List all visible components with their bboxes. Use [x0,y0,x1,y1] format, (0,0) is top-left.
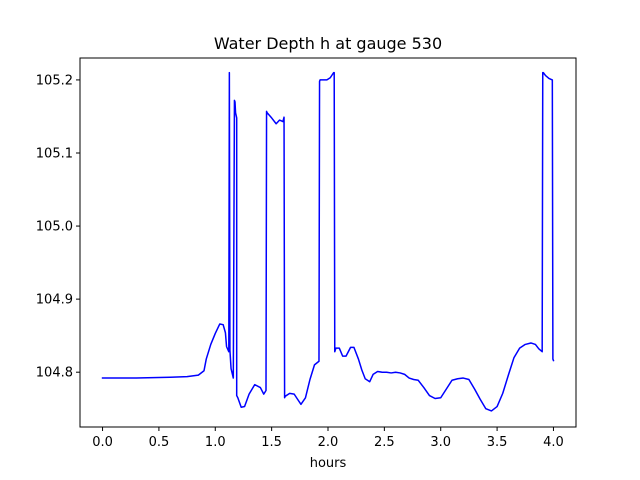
y-tick-label-4: 105.2 [36,73,73,88]
x-tick-label-6: 3.0 [430,435,451,450]
chart-title: Water Depth h at gauge 530 [214,34,442,53]
x-tick-label-1: 0.5 [149,435,170,450]
x-tick-label-5: 2.5 [374,435,395,450]
y-tick-label-2: 105.0 [36,220,73,235]
x-axis-label: hours [310,456,347,471]
x-tick-label-2: 1.0 [205,435,226,450]
y-tick-label-0: 104.8 [36,366,73,381]
x-tick-label-4: 2.0 [318,435,339,450]
plot-area: 0.0 0.5 1.0 1.5 2.0 2.5 3.0 3.5 4.0 104.8 104.9 105… [36,57,577,450]
y-tick-label-1: 104.9 [36,293,73,308]
x-tick-label-7: 3.5 [487,435,508,450]
x-tick-label-3: 1.5 [261,435,282,450]
y-tick-label-3: 105.1 [36,146,73,161]
series-line-0 [101,71,555,412]
x-tick-label-0: 0.0 [92,435,113,450]
x-tick-label-8: 4.0 [543,435,564,450]
